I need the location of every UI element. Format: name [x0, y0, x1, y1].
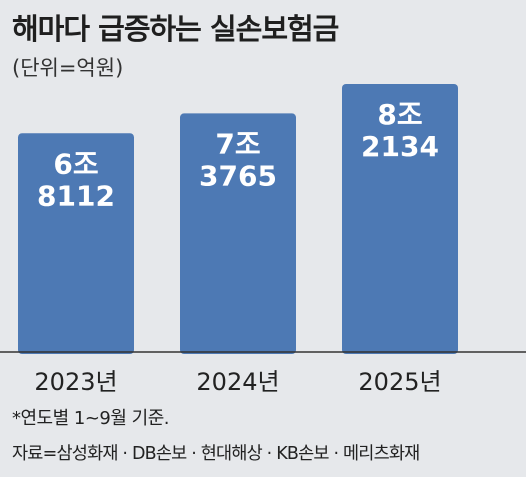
source-note: 자료=삼성화재 · DB손보 · 현대해상 · KB손보 · 메리츠화재: [12, 444, 420, 464]
x-tick-label: 2024년: [196, 368, 279, 396]
x-tick-label: 2025년: [358, 368, 441, 396]
bar-value-label: 6조: [53, 147, 98, 180]
bar-value-label: 2134: [361, 130, 439, 163]
basis-note: *연도별 1~9월 기준.: [12, 408, 170, 429]
x-tick-label: 2023년: [34, 368, 117, 396]
chart-title: 해마다 급증하는 실손보험금: [12, 12, 339, 46]
bar-value-label: 3765: [199, 159, 277, 192]
chart-unit-label: (단위=억원): [12, 56, 124, 80]
bar-2024년: [180, 113, 296, 354]
bar-value-label: 7조: [215, 127, 260, 160]
bar-2025년: [342, 84, 458, 354]
bar-value-label: 8조: [377, 98, 422, 131]
bar-value-label: 8112: [37, 179, 115, 212]
bar-2023년: [18, 133, 134, 354]
